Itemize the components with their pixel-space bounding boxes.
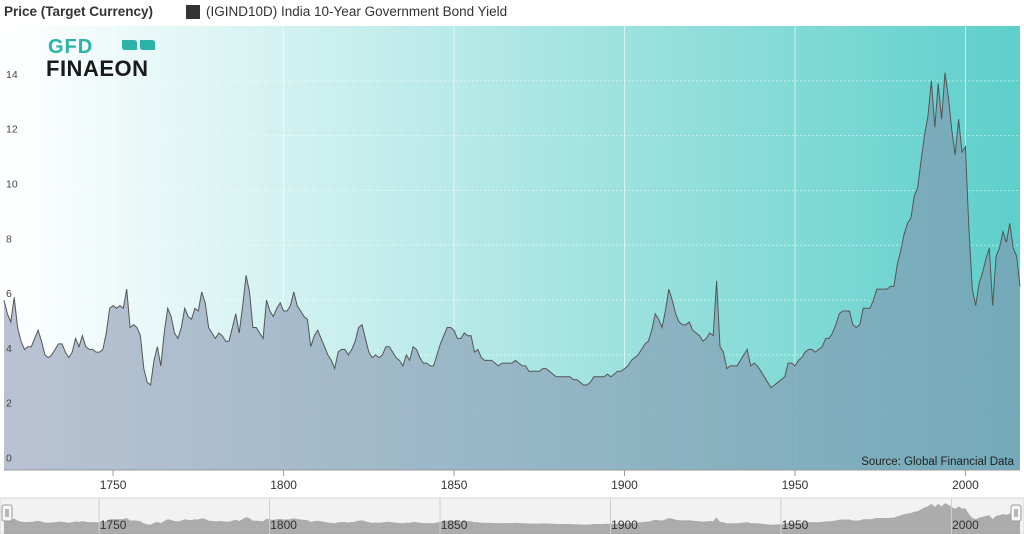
x-tick-label: 1750 [100, 478, 127, 492]
source-note: Source: Global Financial Data [861, 456, 1014, 468]
x-tick-label: 1850 [441, 478, 468, 492]
navigator-tick-label: 1950 [782, 518, 809, 532]
legend-swatch [186, 4, 200, 19]
navigator-tick-label: 2000 [952, 518, 979, 532]
series-area [4, 72, 1020, 470]
x-tick-label: 1950 [782, 478, 809, 492]
legend-label: (IGIND10D) India 10-Year Government Bond… [206, 4, 508, 19]
navigator-series [4, 503, 1020, 534]
x-tick-label: 1900 [611, 478, 638, 492]
chart-axis-title: Price (Target Currency) [4, 4, 154, 19]
navigator-handle-right[interactable] [1010, 504, 1022, 522]
navigator-tick-label: 1750 [100, 518, 127, 532]
y-tick-label: 10 [6, 178, 18, 190]
navigator-tick-label: 1900 [611, 518, 638, 532]
navigator-handle-left[interactable] [1, 504, 13, 522]
chart-header: Price (Target Currency) (IGIND10D) India… [0, 0, 1024, 26]
x-tick-label: 1800 [270, 478, 297, 492]
navigator-tick-label: 1850 [441, 518, 468, 532]
y-tick-label: 0 [6, 453, 12, 465]
y-tick-label: 8 [6, 233, 12, 245]
y-tick-label: 4 [6, 343, 12, 355]
y-tick-label: 12 [6, 124, 18, 136]
navigator-tick-label: 1800 [270, 518, 297, 532]
series-line [3, 72, 1021, 389]
x-tick-label: 2000 [952, 478, 979, 492]
y-tick-label: 2 [6, 398, 12, 410]
logo-bottom-text: FINAEON [46, 56, 149, 78]
y-tick-label: 14 [6, 69, 18, 81]
y-tick-label: 6 [6, 288, 12, 300]
legend[interactable]: (IGIND10D) India 10-Year Government Bond… [186, 4, 507, 19]
gfd-finaeon-logo: GFD FINAEON [44, 34, 194, 81]
logo-top-text: GFD [48, 36, 93, 58]
